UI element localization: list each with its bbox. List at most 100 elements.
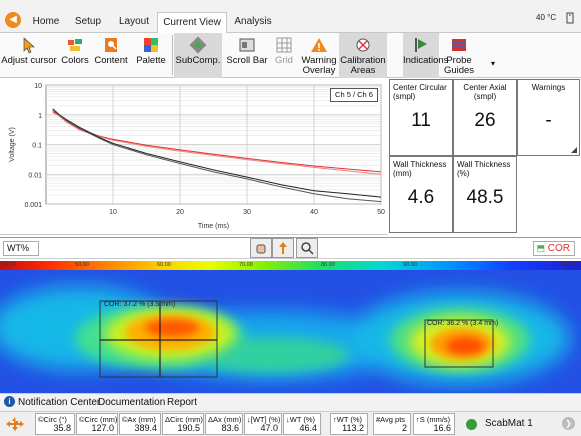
info-icon: i: [4, 396, 15, 407]
probe-guides-button[interactable]: Probe Guides: [441, 33, 477, 78]
measure-tool-button[interactable]: [272, 238, 294, 258]
arrow-up-icon: [279, 242, 287, 254]
warning-overlay-label-1: Warning: [301, 55, 337, 66]
center-circular-label: Center Circular (smpl): [393, 83, 447, 101]
status-label: #Avg pts: [376, 415, 406, 424]
y-axis-label: Voltage (V): [9, 127, 16, 162]
center-circular-value: 11: [411, 110, 431, 131]
indication-box[interactable]: [99, 300, 218, 378]
grid-button[interactable]: Grid: [270, 33, 298, 78]
scabmat-status-icon: [466, 419, 477, 430]
scale-tick: 90.00: [403, 262, 417, 268]
tab-layout[interactable]: Layout: [118, 16, 150, 27]
tab-analysis[interactable]: Analysis: [234, 16, 272, 27]
indication-box[interactable]: [424, 319, 494, 368]
status-label: ©Circ (mm): [79, 415, 118, 424]
content-button[interactable]: Content: [92, 33, 130, 78]
status-cell: ↑S (mm/s) 16.6: [413, 413, 455, 435]
probe-guides-icon: [452, 39, 466, 51]
documentation-link[interactable]: Documentation: [98, 397, 166, 408]
x-axis-label: Time (ms): [198, 223, 229, 230]
scale-tick: 80.00: [321, 262, 335, 268]
calibration-areas-button[interactable]: Calibration Areas: [339, 33, 387, 78]
center-axial-cell: Center Axial (smpl) 26: [453, 79, 517, 156]
ribbon-overflow-button[interactable]: ▾: [490, 59, 495, 68]
status-value: 190.5: [177, 423, 200, 433]
colors-button[interactable]: Colors: [60, 33, 90, 78]
subcomp-button[interactable]: SubComp.: [174, 33, 222, 78]
magnifier-icon: [301, 242, 314, 255]
status-value: 2: [401, 423, 407, 433]
center-axial-value: 26: [474, 110, 496, 131]
notification-center-link[interactable]: Notification Center: [18, 397, 101, 408]
warnings-cell[interactable]: Warnings -: [517, 79, 580, 156]
status-label: ©Circ (°): [38, 415, 67, 424]
x-tick-label: 30: [243, 209, 251, 216]
status-label: ↑WT (%): [333, 415, 363, 424]
status-label: ΔCirc (mm): [165, 415, 203, 424]
subcomp-label: SubComp.: [175, 55, 221, 66]
back-button[interactable]: ◀: [5, 12, 21, 28]
status-value: 35.8: [53, 423, 71, 433]
calibration-areas-label-1: Calibration: [340, 55, 386, 66]
series-line: [52, 110, 382, 173]
status-label: ©Ax (mm): [122, 415, 156, 424]
probe-guides-label-1: Probe: [446, 55, 472, 66]
indications-button[interactable]: Indications: [403, 33, 448, 78]
probe-guides-label-2: Guides: [443, 65, 475, 76]
indications-label: Indications: [403, 55, 449, 66]
colors-icon: [68, 39, 82, 51]
report-link[interactable]: Report: [167, 397, 198, 408]
tab-setup[interactable]: Setup: [74, 16, 102, 27]
indication-label: COR: 36.2 % (3.4 mm): [427, 320, 499, 327]
status-cell: ↓[WT] (%) 47.0: [244, 413, 282, 435]
cscan-view[interactable]: [0, 270, 581, 393]
status-cell: ↓WT (%) 46.4: [283, 413, 321, 435]
expand-corner-icon: [571, 147, 577, 153]
status-label: ↑S (mm/s): [416, 415, 451, 424]
signal-chart[interactable]: 0.001 0.01 0.1 1 10 10 20 30 40 50 Time (ms) Voltag…: [0, 79, 387, 235]
status-label: ↓WT (%): [286, 415, 316, 424]
scabmat-label[interactable]: ScabMat 1: [485, 418, 533, 429]
hand-icon: [256, 244, 266, 254]
palette-button[interactable]: Palette: [133, 33, 169, 78]
zoom-tool-button[interactable]: [296, 238, 318, 258]
scale-tick: 100.00: [561, 262, 578, 268]
status-label: ΔAx (mm): [208, 415, 242, 424]
series-line: [52, 109, 382, 203]
cor-button[interactable]: ⬒ COR: [533, 241, 575, 256]
y-tick-label: 0.001: [24, 202, 42, 209]
status-cell: #Avg pts 2: [373, 413, 411, 435]
next-icon[interactable]: ❯: [562, 417, 575, 430]
ribbon-divider: [172, 35, 173, 75]
cross-arrows-icon[interactable]: [4, 416, 26, 432]
grid-icon: [276, 37, 292, 53]
warning-overlay-button[interactable]: Warning Overlay: [300, 33, 338, 78]
y-tick-label: 0.1: [32, 143, 42, 150]
menu-icon[interactable]: [563, 11, 577, 25]
content-icon: [105, 38, 117, 52]
tab-home[interactable]: Home: [32, 16, 60, 27]
series-line: [52, 111, 382, 175]
scroll-bar-button[interactable]: Scroll Bar: [225, 33, 269, 78]
scale-tick: 40.00: [2, 262, 16, 268]
center-circular-cell: Center Circular (smpl) 11: [389, 79, 453, 156]
x-tick-label: 20: [176, 209, 184, 216]
status-label: ↓[WT] (%): [247, 415, 281, 424]
view-select[interactable]: WT%: [3, 241, 39, 256]
wall-thickness-pct-label: Wall Thickness (%): [457, 160, 511, 178]
signal-chart-panel: 0.001 0.01 0.1 1 10 10 20 30 40 50 Time (ms) Voltag…: [0, 79, 387, 235]
wall-thickness-pct-cell: Wall Thickness (%) 48.5: [453, 156, 517, 233]
scroll-bar-icon: [239, 38, 255, 52]
warnings-label: Warnings: [531, 83, 566, 92]
tab-current-view[interactable]: Current View: [157, 12, 227, 34]
cscan-heatmap[interactable]: [0, 270, 581, 393]
adjust-cursor-button[interactable]: Adjust cursor: [0, 33, 58, 78]
wall-thickness-pct-value: 48.5: [466, 187, 504, 208]
palette-label: Palette: [136, 55, 166, 66]
tab-bar: [0, 0, 581, 33]
hand-tool-button[interactable]: [250, 238, 272, 258]
status-value: 389.4: [134, 423, 157, 433]
status-value: 47.0: [260, 423, 278, 433]
center-axial-label: Center Axial (smpl): [463, 83, 507, 101]
